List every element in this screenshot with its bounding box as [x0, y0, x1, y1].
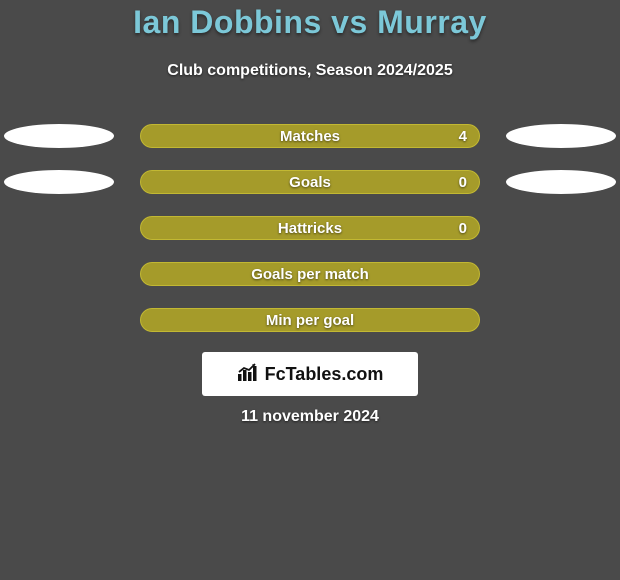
branding-text: FcTables.com — [265, 364, 384, 385]
stat-label: Min per goal — [266, 312, 354, 329]
chart-icon — [237, 362, 261, 387]
stat-value: 4 — [459, 125, 467, 149]
stat-row: Hattricks 0 — [0, 216, 620, 240]
stat-row: Matches 4 — [0, 124, 620, 148]
stat-bar: Hattricks 0 — [140, 216, 480, 240]
stat-bar: Goals per match — [140, 262, 480, 286]
stat-bar: Matches 4 — [140, 124, 480, 148]
right-value-ellipse — [506, 170, 616, 194]
comparison-canvas: Ian Dobbins vs Murray Club competitions,… — [0, 0, 620, 580]
stat-value: 0 — [459, 217, 467, 241]
stat-label: Matches — [280, 128, 340, 145]
stat-bar: Goals 0 — [140, 170, 480, 194]
stat-bar: Min per goal — [140, 308, 480, 332]
stat-row: Goals 0 — [0, 170, 620, 194]
stat-value: 0 — [459, 171, 467, 195]
stat-label: Goals per match — [251, 266, 369, 283]
stat-row: Min per goal — [0, 308, 620, 332]
left-value-ellipse — [4, 170, 114, 194]
left-value-ellipse — [4, 124, 114, 148]
stat-label: Hattricks — [278, 220, 342, 237]
date-text: 11 november 2024 — [0, 408, 620, 426]
branding-box: FcTables.com — [202, 352, 418, 396]
page-title: Ian Dobbins vs Murray — [0, 4, 620, 41]
stat-row: Goals per match — [0, 262, 620, 286]
stat-label: Goals — [289, 174, 331, 191]
right-value-ellipse — [506, 124, 616, 148]
page-subtitle: Club competitions, Season 2024/2025 — [0, 62, 620, 80]
